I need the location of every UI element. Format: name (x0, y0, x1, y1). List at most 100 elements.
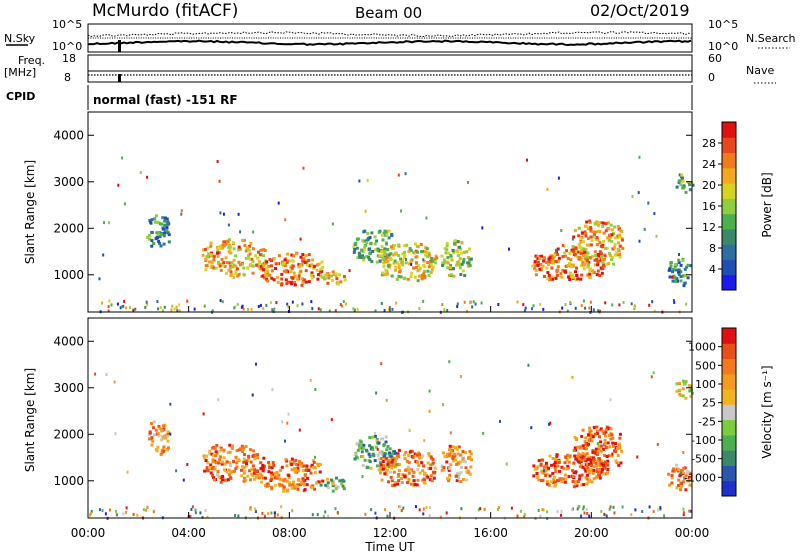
data-cell (670, 481, 674, 485)
data-cell (545, 480, 549, 484)
data-cell (425, 505, 428, 509)
data-cell (677, 181, 681, 185)
data-cell (456, 261, 460, 264)
data-cell (237, 248, 241, 252)
data-cell (382, 231, 386, 235)
data-cell (331, 482, 335, 486)
data-cell (597, 444, 601, 448)
data-cell (597, 447, 601, 451)
data-cell (322, 514, 325, 518)
data-cell (617, 227, 621, 231)
data-cell (526, 158, 528, 162)
data-cell (169, 402, 172, 406)
data-cell (110, 303, 113, 307)
noise-right-tick-top: 10^5 (708, 18, 738, 31)
data-cell (247, 254, 251, 258)
data-cell (416, 460, 420, 464)
data-cell (609, 223, 613, 227)
data-cell (368, 247, 372, 251)
data-cell (386, 259, 390, 263)
data-cell (575, 484, 579, 488)
data-cell (363, 229, 367, 233)
noise-right-tick-bottom: 10^0 (708, 40, 738, 53)
colorbar-segment (722, 480, 736, 497)
data-cell (256, 256, 260, 260)
data-cell (681, 394, 685, 398)
x-tick-label: 08:00 (272, 526, 307, 540)
data-cell (429, 256, 433, 260)
data-cell (270, 259, 273, 263)
data-cell (243, 469, 247, 473)
data-cell (467, 471, 471, 475)
colorbar-tick-label: -500 (691, 453, 716, 466)
data-cell (442, 261, 446, 265)
data-cell (583, 511, 586, 515)
data-cell (618, 446, 622, 450)
data-cell (323, 274, 327, 278)
colorbar-segment (722, 213, 736, 230)
data-cell (331, 489, 335, 493)
data-cell (286, 280, 290, 284)
colorbar-segment (722, 358, 736, 375)
data-cell (679, 263, 683, 267)
data-cell (427, 452, 431, 456)
data-cell (574, 457, 578, 461)
data-cell (250, 467, 254, 471)
data-cell (162, 242, 166, 246)
data-cell (561, 477, 565, 481)
data-cell (587, 263, 590, 267)
data-cell (602, 431, 606, 435)
data-cell (225, 271, 228, 275)
data-cell (578, 505, 581, 509)
data-cell (211, 473, 214, 477)
data-cell (618, 303, 621, 307)
data-cell (146, 505, 149, 509)
data-cell (407, 454, 411, 458)
data-cell (342, 300, 345, 304)
data-cell (595, 425, 599, 429)
nave-tick-bottom: 0 (708, 71, 715, 84)
data-cell (167, 240, 171, 244)
data-cell (571, 237, 574, 241)
data-cell (255, 362, 257, 366)
data-cell (353, 248, 357, 251)
data-cell (592, 460, 596, 464)
data-cell (579, 257, 583, 261)
data-cell (220, 462, 224, 466)
noise-right-label: N.Search (746, 32, 796, 45)
x-tick-label: 20:00 (574, 526, 609, 540)
data-cell (240, 444, 244, 448)
data-cell (584, 459, 588, 463)
data-cell (531, 307, 533, 311)
data-cell (630, 513, 633, 517)
data-cell (582, 263, 586, 266)
data-cell (600, 221, 604, 225)
data-cell (386, 445, 390, 448)
data-cell (415, 483, 419, 487)
data-cell (321, 275, 325, 279)
data-cell (89, 512, 92, 515)
data-cell (303, 478, 307, 482)
data-cell (243, 453, 247, 457)
data-cell (132, 512, 135, 516)
data-cell (401, 260, 405, 264)
data-cell (352, 307, 355, 311)
data-cell (530, 426, 533, 430)
data-cell (298, 464, 302, 468)
data-cell (571, 245, 575, 249)
data-cell (414, 266, 418, 269)
colorbar-tick-label: 12 (702, 221, 716, 234)
data-cell (433, 466, 437, 470)
data-cell (603, 438, 607, 442)
noise-panel-frame (87, 23, 693, 53)
noise-left-tick-top: 10^5 (52, 18, 82, 31)
data-cell (249, 263, 253, 266)
data-cell (551, 277, 555, 281)
data-cell (589, 229, 593, 233)
data-cell (585, 482, 589, 486)
data-cell (400, 481, 404, 484)
data-cell (276, 280, 280, 284)
data-cell (389, 475, 393, 479)
data-cell (377, 468, 381, 472)
data-cell (405, 258, 407, 261)
